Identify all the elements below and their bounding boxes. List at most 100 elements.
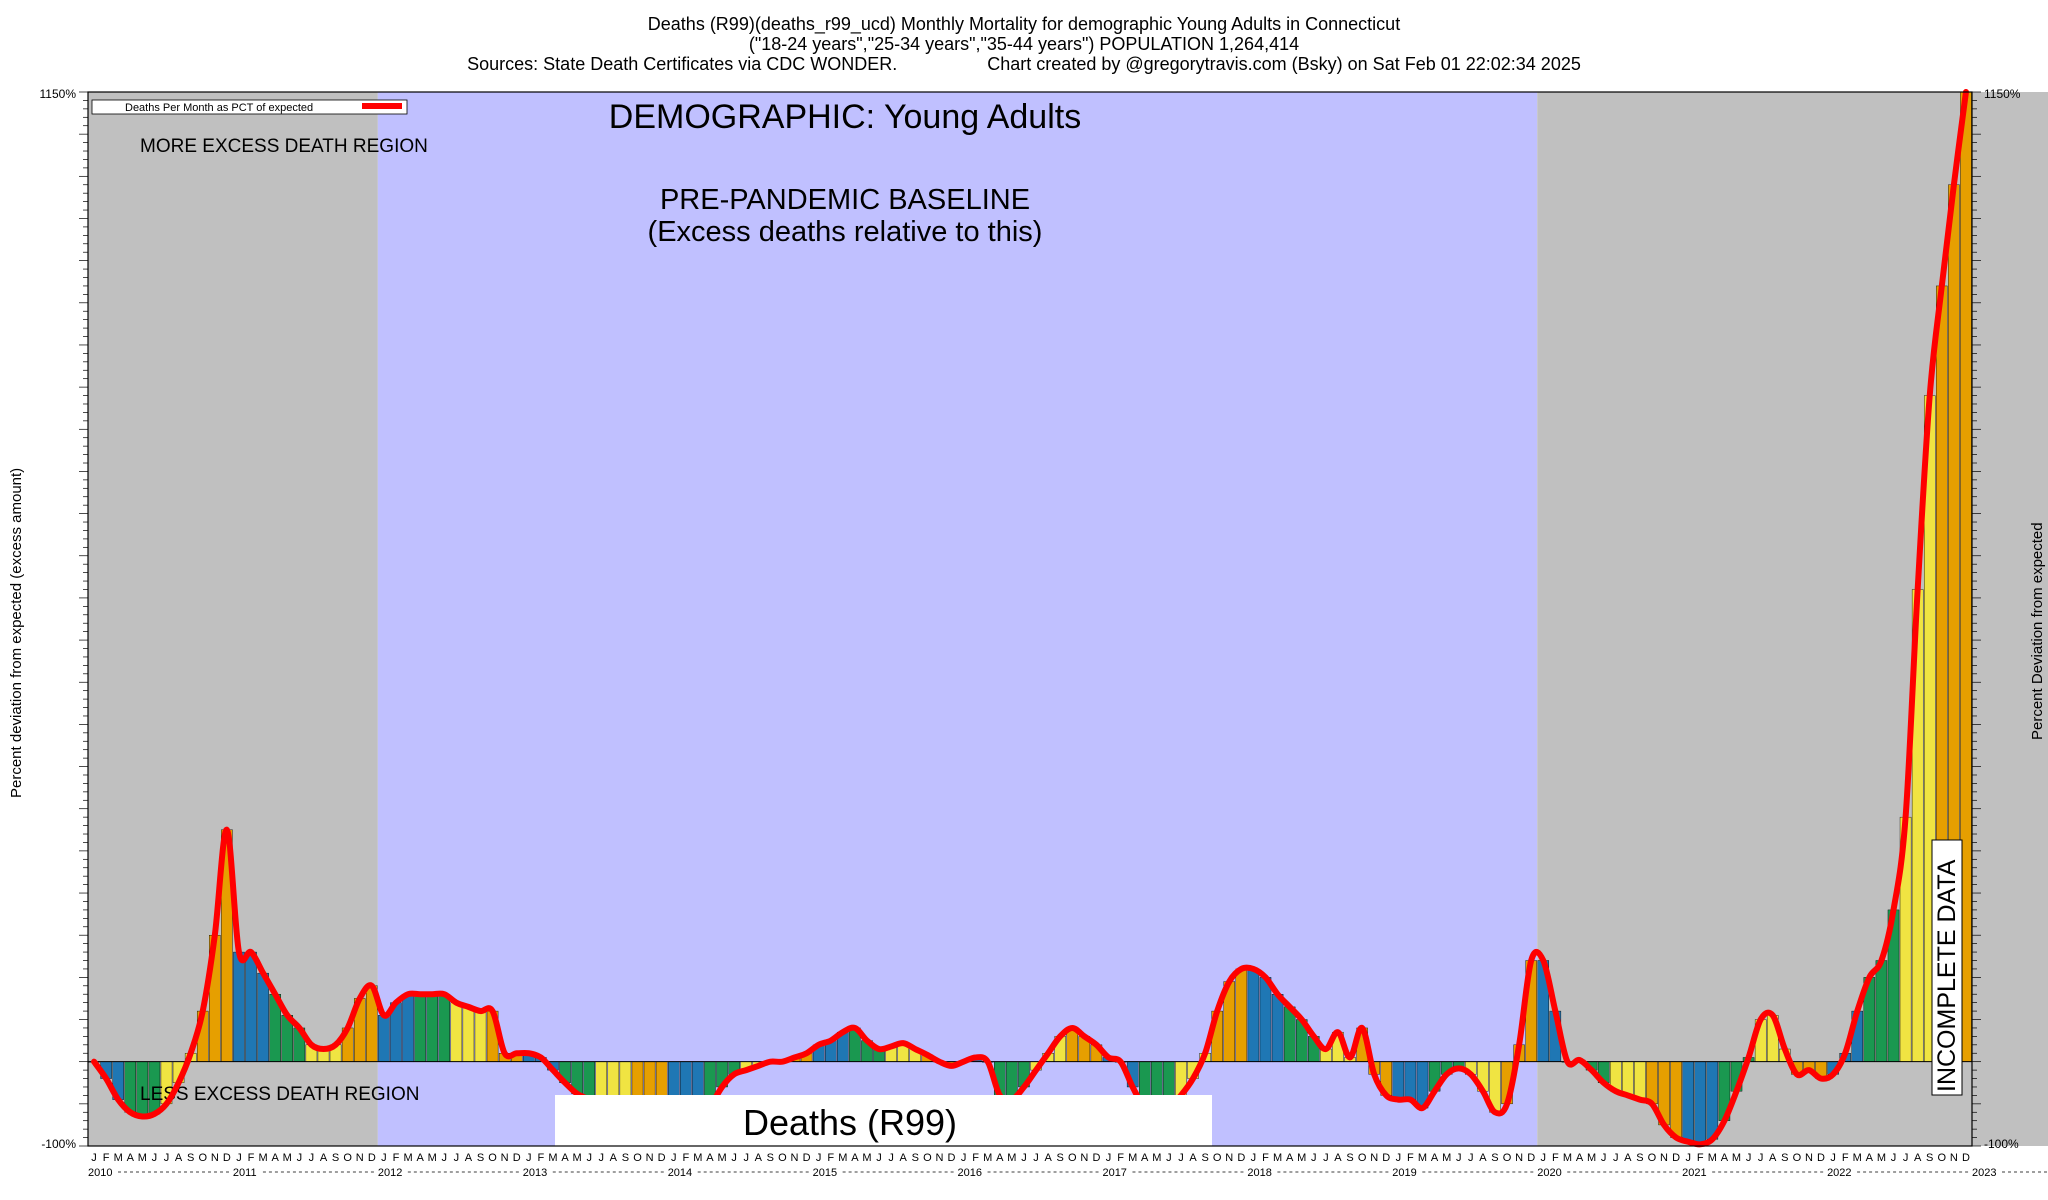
x-tick-month: A	[1769, 1152, 1777, 1164]
x-tick-month: M	[717, 1152, 726, 1164]
bar	[462, 1006, 475, 1062]
x-tick-year: 2010	[88, 1167, 112, 1179]
x-tick-month: N	[1370, 1152, 1378, 1164]
bar	[124, 1061, 137, 1113]
x-tick-month: J	[586, 1152, 592, 1164]
x-tick-month: D	[1672, 1152, 1680, 1164]
x-tick-month: N	[356, 1152, 364, 1164]
x-tick-month: J	[442, 1152, 448, 1164]
x-tick-month: F	[1117, 1152, 1124, 1164]
x-tick-month: D	[1527, 1152, 1535, 1164]
plot-frame	[87, 91, 1973, 1147]
cause-label: Deaths (R99)	[743, 1102, 957, 1143]
x-tick-month: O	[488, 1152, 497, 1164]
x-tick-month: O	[198, 1152, 207, 1164]
x-tick-month: N	[501, 1152, 509, 1164]
x-tick-month: N	[211, 1152, 219, 1164]
x-tick-month: S	[1781, 1152, 1788, 1164]
x-tick-month: O	[778, 1152, 787, 1164]
baseline-label-line-1: PRE-PANDEMIC BASELINE	[660, 184, 1030, 216]
bar	[1404, 1061, 1417, 1100]
x-tick-month: A	[1286, 1152, 1294, 1164]
bar	[583, 1061, 595, 1100]
x-tick-month: J	[381, 1152, 387, 1164]
y-tick-label-bottom-left: -100%	[41, 1137, 76, 1151]
x-tick-month: S	[477, 1152, 484, 1164]
x-tick-month: S	[1926, 1152, 1933, 1164]
x-tick-month: J	[1311, 1152, 1317, 1164]
x-tick-month: M	[573, 1152, 582, 1164]
x-tick-month: N	[791, 1152, 799, 1164]
x-tick-year: 2018	[1247, 1167, 1271, 1179]
x-tick-year: 2022	[1827, 1167, 1851, 1179]
more-excess-region-label: MORE EXCESS DEATH REGION	[140, 136, 428, 157]
x-tick-month: J	[1613, 1152, 1619, 1164]
bar	[450, 1002, 463, 1062]
x-tick-month: J	[454, 1152, 460, 1164]
x-tick-month: M	[1273, 1152, 1282, 1164]
x-tick-month: D	[1962, 1152, 1970, 1164]
x-tick-month: N	[1080, 1152, 1088, 1164]
x-tick-month: N	[1805, 1152, 1813, 1164]
x-tick-month: A	[320, 1152, 328, 1164]
x-tick-month: J	[1903, 1152, 1909, 1164]
x-tick-month: N	[1225, 1152, 1233, 1164]
x-tick-month: F	[103, 1152, 110, 1164]
bar	[1670, 1061, 1682, 1138]
x-tick-month: J	[1106, 1152, 1112, 1164]
x-tick-month: M	[138, 1152, 147, 1164]
x-tick-month: M	[1128, 1152, 1137, 1164]
x-tick-month: A	[416, 1152, 424, 1164]
x-tick-month: N	[1660, 1152, 1668, 1164]
x-tick-month: M	[1587, 1152, 1596, 1164]
x-tick-month: O	[1793, 1152, 1802, 1164]
x-tick-year: 2011	[233, 1167, 257, 1179]
x-tick-year: 2019	[1392, 1167, 1416, 1179]
incomplete-data-box	[1931, 839, 1963, 1096]
x-tick-month: J	[1251, 1152, 1257, 1164]
x-tick-month: F	[248, 1152, 255, 1164]
bar	[474, 1010, 487, 1062]
less-excess-region-label: LESS EXCESS DEATH REGION	[140, 1084, 419, 1105]
x-tick-month: O	[633, 1152, 642, 1164]
x-tick-month: J	[1758, 1152, 1764, 1164]
x-tick-month: M	[114, 1152, 123, 1164]
x-tick-month: D	[1092, 1152, 1100, 1164]
x-tick-month: M	[862, 1152, 871, 1164]
x-tick-month: D	[223, 1152, 231, 1164]
x-tick-month: J	[309, 1152, 315, 1164]
bar	[402, 994, 414, 1062]
x-tick-month: A	[851, 1152, 859, 1164]
y-axis-label-right: Percent Deviation from expected	[2029, 522, 2046, 740]
x-tick-month: J	[1033, 1152, 1039, 1164]
bar	[1634, 1061, 1646, 1100]
x-tick-month: J	[1456, 1152, 1462, 1164]
x-tick-month: M	[1297, 1152, 1306, 1164]
x-tick-month: N	[935, 1152, 943, 1164]
bar	[438, 994, 451, 1062]
x-tick-month: J	[1746, 1152, 1752, 1164]
x-tick-month: F	[1262, 1152, 1269, 1164]
x-tick-month: F	[682, 1152, 689, 1164]
x-tick-month: J	[1021, 1152, 1027, 1164]
x-tick-month: J	[1396, 1152, 1402, 1164]
x-tick-month: A	[1624, 1152, 1632, 1164]
bar	[1694, 1061, 1707, 1145]
credit-text: Chart created by @gregorytravis.com (Bsk…	[987, 54, 1581, 74]
x-tick-month: J	[816, 1152, 822, 1164]
x-tick-month: A	[175, 1152, 183, 1164]
x-tick-month: D	[1817, 1152, 1825, 1164]
x-tick-month: A	[1189, 1152, 1197, 1164]
x-tick-month: M	[403, 1152, 412, 1164]
x-tick-month: A	[1479, 1152, 1487, 1164]
x-tick-month: J	[1178, 1152, 1184, 1164]
x-tick-month: J	[961, 1152, 967, 1164]
x-tick-month: J	[526, 1152, 532, 1164]
bar	[426, 994, 438, 1062]
x-tick-month: J	[731, 1152, 737, 1164]
x-tick-month: J	[1323, 1152, 1329, 1164]
x-tick-year: 2017	[1102, 1167, 1126, 1179]
legend-label: Deaths Per Month as PCT of expected	[125, 102, 313, 114]
x-tick-month: M	[1732, 1152, 1741, 1164]
